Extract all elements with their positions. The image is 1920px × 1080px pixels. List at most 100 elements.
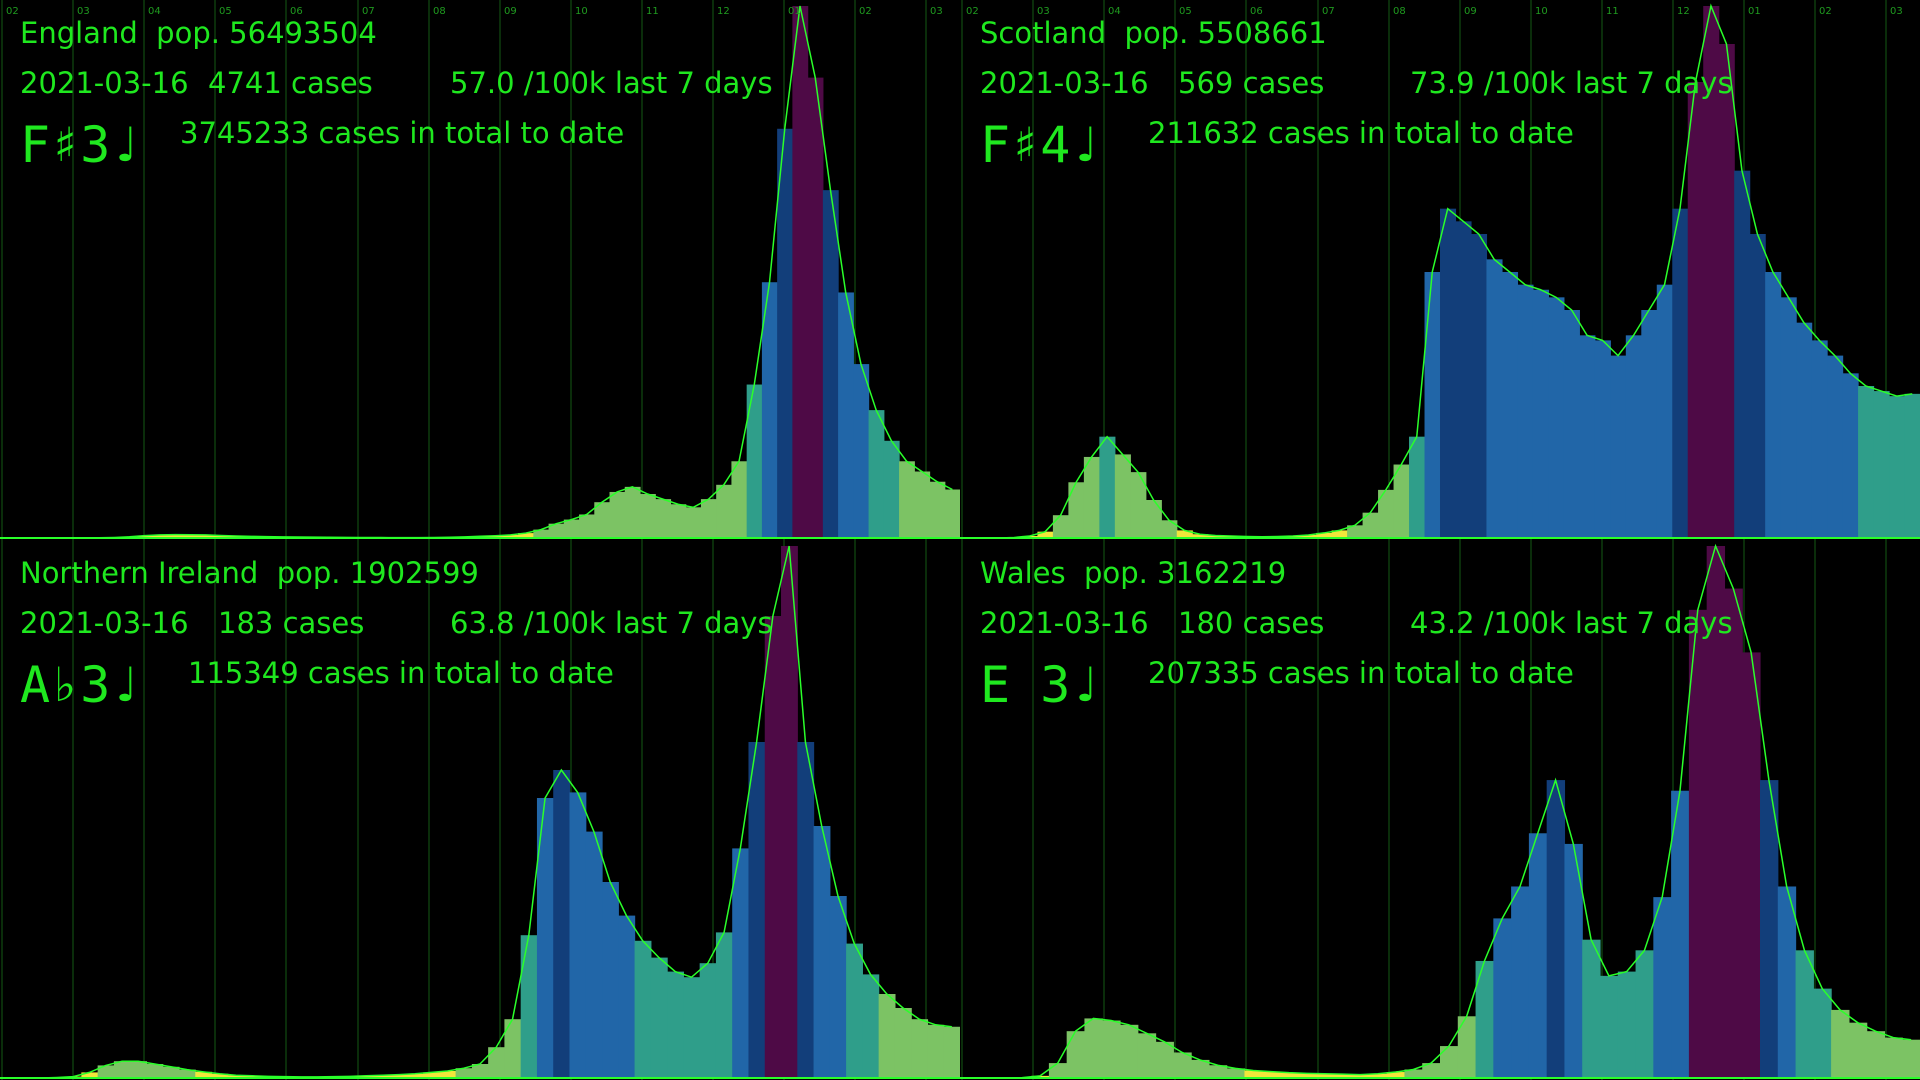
panel-northern-ireland: Northern Ireland pop. 1902599 2021-03-16…: [0, 540, 960, 1080]
x-tick-label: 04: [1108, 6, 1121, 17]
data-bar: [1904, 393, 1920, 538]
x-tick-label: 03: [1037, 6, 1050, 17]
data-bar: [1617, 971, 1637, 1078]
data-bar: [1262, 1071, 1281, 1078]
data-bar: [1084, 1018, 1103, 1078]
x-tick-label: 07: [362, 6, 375, 17]
data-bar: [602, 882, 619, 1078]
region-title: England pop. 56493504: [20, 16, 377, 50]
chart-scotland: 02 03 04 05 06 07 08 09 10 11 12 01 02 03: [960, 0, 1920, 540]
data-bar: [1765, 272, 1782, 538]
data-bar: [781, 546, 798, 1078]
data-bar: [618, 915, 636, 1078]
data-bar: [548, 523, 565, 538]
data-bar: [1145, 500, 1162, 538]
chart-england: 02 03 04 05 06 07 08 09 10 11 12 01 02 03: [0, 0, 960, 540]
data-bar: [1208, 1065, 1228, 1078]
panel-wales: Wales pop. 3162219 2021-03-16 180 cases …: [960, 540, 1920, 1080]
data-bar: [1285, 535, 1302, 538]
data-bar: [1137, 1033, 1157, 1078]
data-bar: [1470, 234, 1488, 538]
data-bar: [1563, 310, 1580, 538]
data-bar: [1594, 340, 1611, 538]
data-bar: [699, 963, 717, 1078]
data-bar: [700, 499, 717, 538]
data-bar: [1842, 373, 1859, 538]
cases-label: 183 cases: [218, 606, 365, 640]
data-bar: [838, 292, 854, 538]
x-tick-label: 03: [77, 6, 90, 17]
date-label: 2021-03-16: [20, 66, 189, 100]
data-bar: [650, 957, 668, 1078]
data-bar: [634, 940, 652, 1078]
data-bar: [81, 1072, 99, 1078]
data-bar: [1873, 391, 1890, 538]
x-tick-label: 12: [717, 6, 730, 17]
rate-label: 57.0 /100k last 7 days: [450, 66, 773, 100]
data-bar: [1486, 259, 1503, 538]
data-bar: [1672, 208, 1689, 539]
series-outline: [8, 545, 952, 1079]
data-bar: [488, 1047, 506, 1078]
data-bar: [746, 384, 763, 538]
x-tick-label: 09: [504, 6, 517, 17]
data-bar: [1777, 886, 1797, 1078]
data-bar: [1671, 790, 1690, 1078]
data-bar: [1641, 310, 1658, 538]
data-bar: [1226, 1068, 1246, 1078]
data-bar: [213, 535, 230, 538]
data-bar: [1386, 1072, 1406, 1078]
data-bar: [1130, 472, 1147, 538]
data-bar: [862, 974, 880, 1078]
x-tick-label: 03: [930, 6, 943, 17]
data-bar: [1155, 1041, 1174, 1078]
data-bar: [1347, 525, 1364, 538]
data-bar: [829, 896, 847, 1078]
data-bar: [1653, 897, 1672, 1078]
data-bar: [1393, 464, 1410, 538]
data-bar: [715, 932, 733, 1078]
data-bar: [1688, 609, 1708, 1078]
x-tick-label: 06: [1250, 6, 1263, 17]
data-bar: [1455, 221, 1472, 538]
data-bar: [1475, 960, 1494, 1078]
series-outline: [967, 3, 1913, 539]
x-tick-label: 10: [575, 6, 588, 17]
data-bar: [1440, 208, 1457, 539]
panel-scotland: 02 03 04 05 06 07 08 09 10 11 12 01 02 03 Scotland po…: [960, 0, 1920, 540]
data-bar: [1796, 322, 1813, 538]
data-bar: [1404, 1069, 1423, 1078]
rate-label: 73.9 /100k last 7 days: [1410, 66, 1733, 100]
series-outline: [7, 5, 953, 539]
data-bar: [732, 848, 750, 1078]
data-bar: [130, 1061, 148, 1078]
data-bar: [1280, 1072, 1299, 1078]
x-tick-label: 01: [1748, 6, 1761, 17]
data-bar: [943, 1026, 960, 1078]
data-bar: [1742, 652, 1761, 1078]
data-bar: [748, 742, 766, 1078]
x-tick-label: 12: [1677, 6, 1690, 17]
data-bar: [777, 128, 793, 538]
data-bar: [1331, 530, 1348, 538]
music-note: A♭3♩: [20, 656, 141, 714]
data-bar: [846, 943, 863, 1078]
data-bar: [1511, 886, 1530, 1078]
data-bar: [1564, 843, 1583, 1078]
x-tick-label: 07: [1322, 6, 1335, 17]
data-bar: [1300, 534, 1317, 538]
data-bar: [1610, 355, 1627, 538]
data-bar: [1724, 588, 1743, 1078]
rate-label: 43.2 /100k last 7 days: [1410, 606, 1733, 640]
music-note: F♯3♩: [20, 116, 141, 174]
data-bar: [1501, 272, 1519, 538]
data-bar: [569, 792, 587, 1078]
data-bar: [1048, 1063, 1068, 1078]
data-bar: [899, 461, 915, 538]
data-bar: [357, 1075, 375, 1078]
data-bar: [1780, 297, 1797, 538]
data-bar: [1422, 1063, 1441, 1078]
total-label: 3745233 cases in total to date: [180, 116, 625, 150]
data-bar: [670, 504, 687, 538]
data-bar: [822, 190, 839, 538]
